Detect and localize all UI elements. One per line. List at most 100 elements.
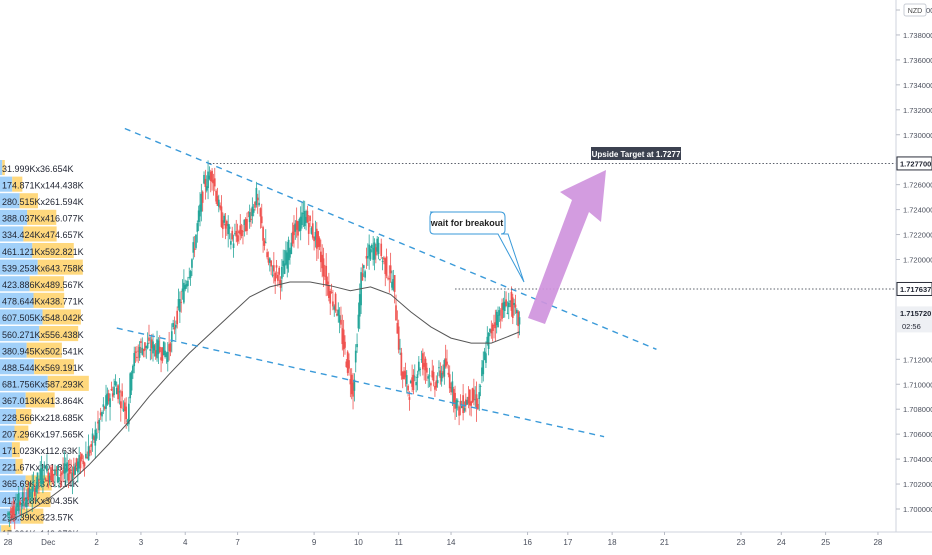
- time-axis-label: 4: [183, 538, 188, 547]
- candle-body-down: [247, 212, 250, 214]
- currency-badge[interactable]: NZD: [903, 3, 927, 17]
- volume-profile-buy-bar: [0, 276, 30, 292]
- candle-body-down: [468, 389, 471, 406]
- candle-body-up: [48, 475, 51, 482]
- candle-body-down: [306, 210, 309, 223]
- candle-body-down: [389, 265, 392, 274]
- candle-body-down: [348, 360, 350, 369]
- candle-body-down: [52, 473, 55, 476]
- price-tag-label: 1.715720: [900, 309, 931, 318]
- candle-body-up: [497, 314, 499, 328]
- candle-body-down: [426, 367, 428, 373]
- candle-body-down: [47, 472, 50, 482]
- candle-body-down: [62, 469, 64, 473]
- candle-body-down: [352, 382, 354, 397]
- volume-profile-buy-bar: [0, 326, 40, 342]
- candle-body-down: [397, 326, 400, 350]
- candle-body-down: [315, 228, 318, 249]
- volume-profile-sell-bar: [34, 359, 75, 375]
- candle-body-up: [156, 339, 158, 359]
- candle-body-down: [267, 258, 270, 263]
- candle-body-down: [110, 389, 113, 391]
- candle-body-down: [168, 344, 170, 352]
- candle-body-down: [494, 322, 497, 329]
- candle-body-down: [209, 171, 212, 182]
- price-axis-label: 1.732000: [903, 106, 932, 115]
- candle-body-down: [361, 273, 364, 281]
- candle-body-down: [447, 372, 450, 375]
- candle-body-up: [255, 187, 258, 206]
- candle-body-down: [173, 327, 176, 330]
- price-axis-label: 1.726000: [903, 181, 932, 190]
- candle-body-down: [444, 358, 447, 367]
- price-tag-label: 1.727700: [900, 159, 931, 168]
- candle-body-down: [274, 272, 277, 282]
- candle-body-up: [227, 223, 230, 235]
- candle-body-up: [248, 212, 251, 223]
- candle-body-down: [424, 358, 427, 371]
- candle-body-up: [303, 210, 306, 227]
- candle-body-up: [409, 380, 412, 384]
- candle-body-down: [144, 342, 146, 351]
- candle-body-down: [23, 497, 25, 501]
- volume-profile-label: 207.296Kx197.565K: [2, 429, 84, 439]
- candle-body-down: [111, 393, 114, 397]
- candle-body-down: [403, 370, 405, 380]
- candle-body-up: [114, 381, 117, 386]
- time-axis-label: 16: [523, 538, 532, 547]
- candle-body-down: [422, 353, 424, 370]
- candle-body-down: [318, 238, 321, 247]
- price-axis-label: 1.722000: [903, 231, 932, 240]
- candle-body-up: [188, 277, 191, 278]
- candle-body-up: [189, 271, 192, 278]
- price-axis-label: 1.712000: [903, 355, 932, 364]
- candle-body-down: [313, 236, 315, 242]
- candle-body-down: [511, 297, 514, 318]
- candle-body-up: [463, 408, 466, 411]
- breakout-callout[interactable]: wait for breakout: [429, 211, 525, 283]
- candle-body-up: [66, 462, 68, 472]
- candle-body-up: [25, 498, 28, 507]
- candle-body-down: [297, 221, 299, 236]
- candle-body-up: [379, 259, 381, 261]
- price-axis-label: 1.738000: [903, 31, 932, 40]
- candle-body-up: [17, 493, 20, 511]
- candle-body-up: [8, 512, 11, 515]
- candle-body-down: [119, 401, 122, 409]
- candle-body-down: [431, 370, 434, 378]
- candle-body-down: [470, 401, 473, 406]
- volume-profile-label: 31.999Kx36.654K: [2, 164, 74, 174]
- target-label[interactable]: Upside Target at 1.7277: [591, 147, 681, 160]
- volume-profile-label: 417.328Kx304.35K: [2, 496, 79, 506]
- time-axis-label: 17: [563, 538, 572, 547]
- candle-body-down: [68, 468, 71, 474]
- candle-body-down: [117, 385, 119, 400]
- candle-body-down: [60, 472, 63, 475]
- time-axis-label: Dec: [41, 538, 55, 547]
- candle-body-up: [289, 249, 291, 258]
- candle-body-up: [71, 472, 74, 481]
- candle-body-down: [411, 377, 413, 387]
- volume-profile-buy-bar: [0, 375, 48, 391]
- time-axis-label: 23: [737, 538, 746, 547]
- candle-body-up: [16, 503, 19, 508]
- candle-body-down: [239, 225, 242, 235]
- candle-body-down: [510, 291, 513, 311]
- candle-body-up: [487, 332, 490, 349]
- time-axis[interactable]: 28 Dec 2 3 4 7 9 10 11 14 16 17 18 21 23 24 25 28: [4, 532, 883, 547]
- candle-body-up: [76, 461, 79, 473]
- volume-profile: 31.999Kx36.654K 174.871Kx144.438K 280.515K…: [0, 160, 89, 532]
- volume-profile-label: 388.037Kx416.077K: [2, 214, 84, 224]
- volume-profile-label: 295.39Kx323.57K: [2, 512, 74, 522]
- candle-body-up: [58, 477, 60, 480]
- candle-body-down: [275, 265, 278, 268]
- candle-body-down: [176, 310, 179, 325]
- volume-profile-buy-bar: [0, 442, 12, 458]
- candle-body-up: [356, 344, 358, 348]
- volume-profile-sell-bar: [47, 375, 89, 391]
- candle-body-up: [301, 212, 303, 226]
- candle-body-down: [319, 251, 322, 263]
